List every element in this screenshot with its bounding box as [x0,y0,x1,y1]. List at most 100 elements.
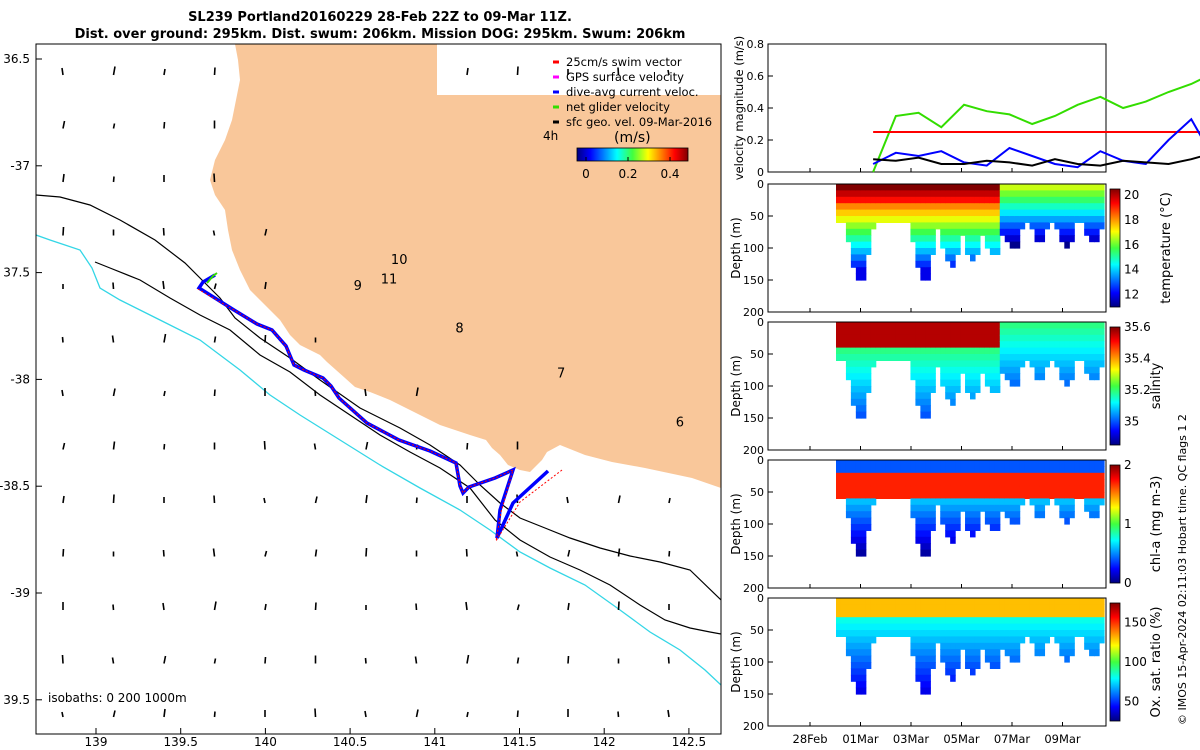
current-arrow [264,550,268,557]
heatmap-cell [920,630,926,637]
heatmap-cell [945,472,951,480]
heatmap-cell [1044,209,1051,217]
current-arrow [566,496,569,504]
heatmap-cell [915,373,921,381]
heatmap-cell [1089,228,1095,236]
heatmap-cell [1099,347,1105,355]
heatmap-cell [860,322,867,329]
current-arrow [466,442,469,450]
heatmap-cell [865,241,872,249]
heatmap-cell [1049,184,1055,191]
heatmap-cell [1024,203,1031,211]
heatmap-cell [1004,190,1011,198]
heatmap-cell [1029,360,1036,368]
heatmap-cell [999,492,1006,499]
heatmap-cell [955,623,961,631]
heatmap-cell [850,241,857,249]
heatmap-cell [860,511,867,519]
heatmap-cell [935,598,941,605]
heatmap-cell [965,379,971,387]
heatmap-cell [925,235,931,243]
heatmap-cell [1079,479,1085,487]
heatmap-cell [1014,655,1021,663]
heatmap-cell [965,630,971,637]
heatmap-cell [1064,216,1070,223]
current-arrow [213,389,216,397]
heatmap-cell [984,623,991,631]
heatmap-cell [1004,184,1011,191]
heatmap-cell [845,460,852,467]
heatmap-cell [1079,598,1085,605]
heatmap-cell [890,216,897,223]
heatmap-cell [920,328,926,336]
heatmap-cell [960,328,966,336]
heatmap-cell [999,216,1006,223]
heatmap-cell [1079,341,1085,349]
heatmap-cell [994,460,1001,467]
heatmap-cell [865,498,872,506]
heatmap-cell [855,405,862,413]
heatmap-cell [989,517,996,525]
heatmap-cell [925,196,931,204]
heatmap-cell [1009,655,1016,663]
current-arrow [364,710,367,718]
current-arrow [516,657,520,664]
heatmap-cell [925,373,931,381]
heatmap-cell [1034,649,1041,657]
heatmap-cell [910,623,917,631]
heatmap-cell [979,228,986,236]
day-label: 10 [391,253,408,268]
heatmap-cell [885,203,892,211]
heatmap-cell [1029,347,1036,355]
heatmap-cell [1054,190,1060,198]
heatmap-cell [979,341,986,349]
heatmap-cell [1099,190,1105,198]
heatmap-cell [845,334,852,342]
isobath-1000m [94,261,721,635]
heatmap-cell [945,610,951,618]
heatmap-cell [935,498,941,506]
heatmap-cell [1094,203,1100,211]
heatmap-cell [1019,354,1026,361]
heatmap-cell [1074,216,1080,223]
current-arrow [62,120,66,129]
heatmap-cell [1099,328,1105,336]
heatmap-cell [940,334,946,342]
time-tick-label: 28Feb [793,732,828,746]
heatmap-cell [1039,598,1046,605]
heatmap-cell [945,492,951,499]
heatmap-cell [950,617,956,625]
heatmap-cell [1024,341,1031,349]
heatmap-cell [855,328,862,336]
heatmap-cell [1094,196,1100,204]
heatmap-cell [1074,347,1080,355]
heatmap-cell [965,190,971,198]
heatmap-cell [970,222,976,230]
heatmap-cell [970,328,976,336]
heatmap-cell [970,235,976,243]
heatmap-cell [1044,328,1051,336]
heatmap-cell [945,379,951,387]
heatmap-cell [840,623,847,631]
heatmap-cell [1059,360,1065,368]
heatmap-cell [1069,334,1075,342]
heatmap-cell [865,216,872,223]
heatmap-cell [965,386,971,393]
heatmap-cell [1039,623,1046,631]
heatmap-cell [1029,598,1036,605]
heatmap-cell [865,328,872,336]
current-arrow [365,547,368,557]
heatmap-cell [1059,610,1065,618]
heatmap-cell [1009,228,1016,236]
heatmap-cell [1019,328,1026,336]
heatmap-cell [845,190,852,198]
heatmap-cell [855,630,862,637]
heatmap-cell [915,466,921,474]
heatmap-cell [984,466,991,474]
heatmap-cell [999,322,1006,329]
heatmap-cell [850,617,857,625]
heatmap-cell [1024,479,1031,487]
heatmap-cell [1094,623,1100,631]
heatmap-cell [1099,196,1105,204]
current-arrow [112,123,116,129]
